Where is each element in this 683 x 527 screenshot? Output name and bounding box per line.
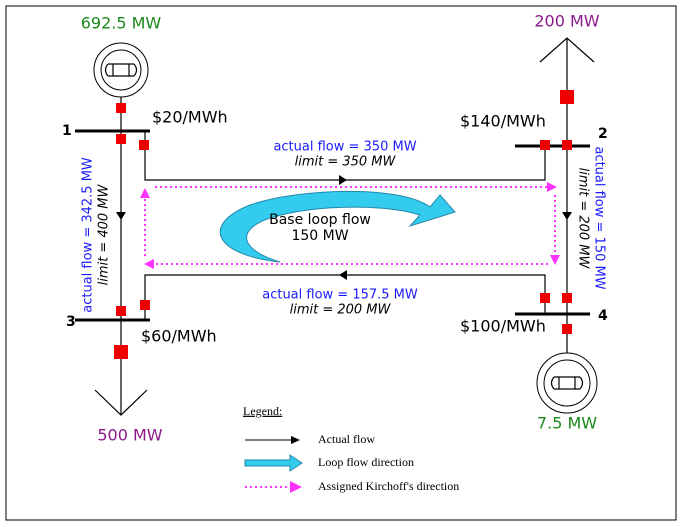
loop-value: 150 MW	[291, 228, 348, 244]
bus-label: 3	[66, 314, 76, 330]
flow-label: actual flow = 150 MW	[592, 146, 607, 289]
generation-label: 692.5 MW	[81, 14, 162, 33]
legend: Legend: Actual flow Loop flow direction …	[243, 404, 459, 493]
limit-label: limit = 200 MW	[576, 168, 591, 270]
legend-item: Loop flow direction	[318, 455, 414, 469]
generator	[93, 42, 598, 414]
load-label: 200 MW	[534, 12, 599, 31]
loop-title: Base loop flow	[269, 212, 371, 228]
legend-title: Legend:	[243, 404, 282, 418]
legend-item: Actual flow	[318, 432, 375, 446]
price: $140/MWh	[460, 112, 546, 131]
generation-label: 7.5 MW	[537, 414, 597, 433]
bus-label: 4	[598, 308, 608, 324]
legend-item: Assigned Kirchoff's direction	[318, 479, 459, 493]
flow-label: actual flow = 157.5 MW	[262, 288, 418, 303]
kirchoff-loop	[140, 182, 560, 269]
load-label: 500 MW	[97, 426, 162, 445]
price: $100/MWh	[460, 317, 546, 336]
limit-label: limit = 350 MW	[295, 155, 397, 170]
flow-label: actual flow = 350 MW	[273, 140, 416, 155]
flow-label: actual flow = 342.5 MW	[81, 157, 96, 313]
loop-flow-arrow	[219, 190, 456, 263]
limit-label: limit = 400 MW	[97, 183, 112, 285]
bus-label: 1	[62, 123, 72, 139]
bus-label: 2	[598, 126, 608, 142]
price: $60/MWh	[141, 327, 217, 346]
limit-label: limit = 200 MW	[290, 303, 392, 318]
breakers	[114, 90, 574, 359]
price: $20/MWh	[152, 108, 228, 127]
